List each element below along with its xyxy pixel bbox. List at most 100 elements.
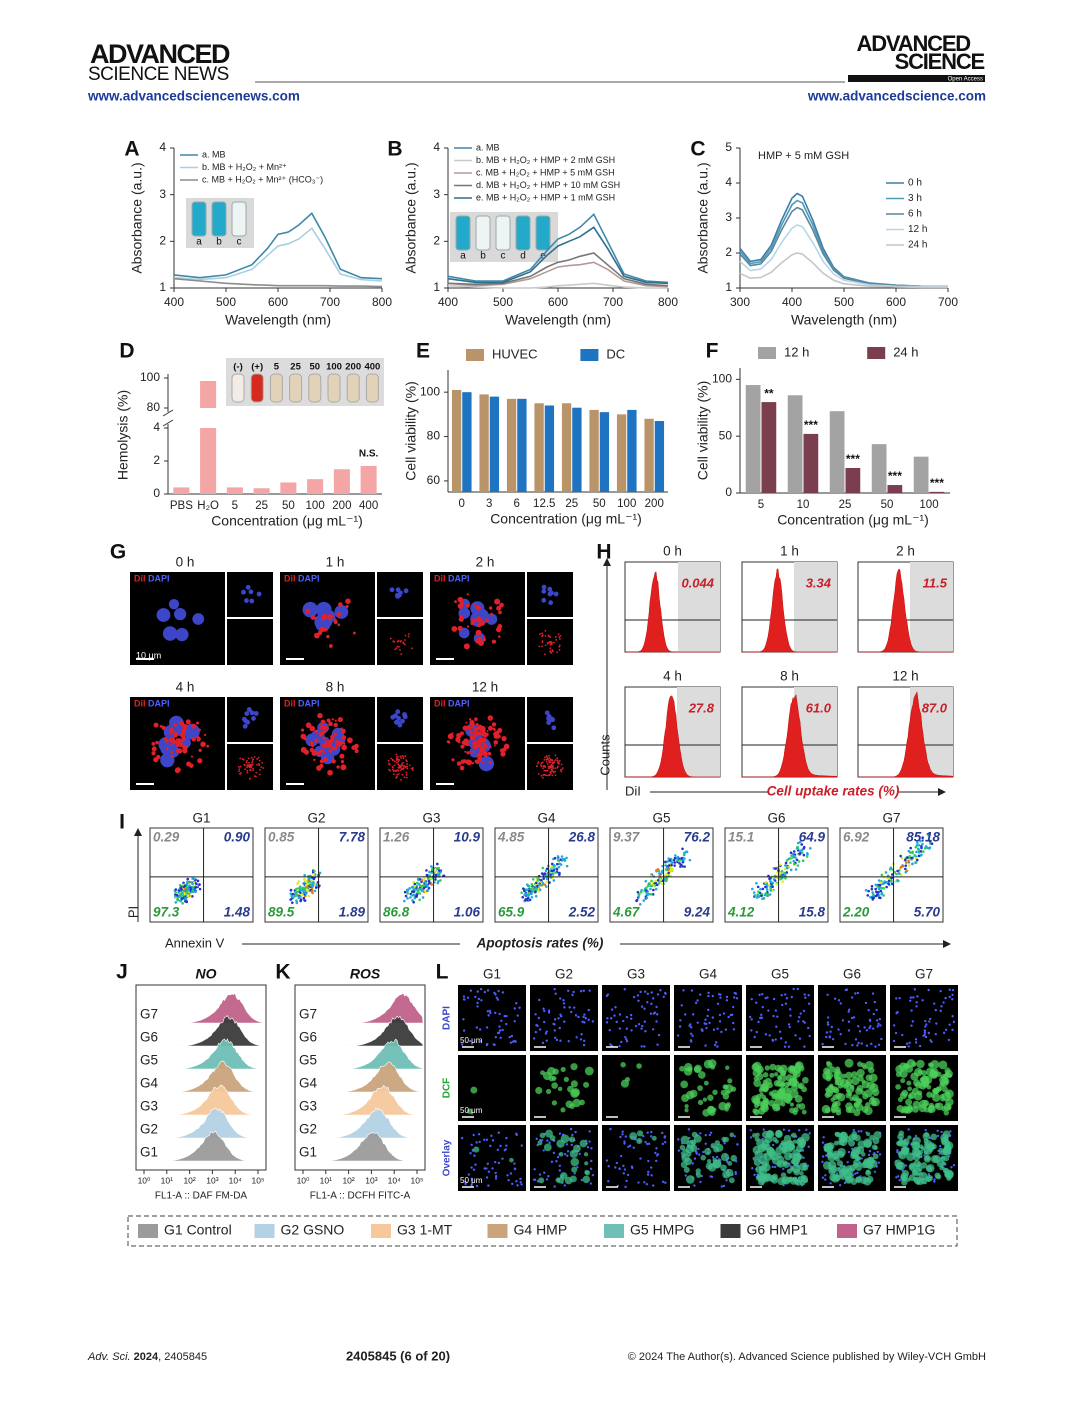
nucleus [875,1008,878,1012]
dil-spot [165,747,169,751]
nucleus [636,994,640,997]
dcf-spot [914,1081,922,1089]
event [896,879,899,882]
dcf-spot [756,1172,766,1181]
dil-spot-small [549,643,552,646]
dcf-spot [570,1080,578,1088]
event [296,882,299,885]
x-tick-label: 10² [342,1175,354,1185]
dcf-spot [545,1129,553,1138]
event [769,879,772,883]
nucleus [637,999,640,1002]
nucleus [807,1026,810,1030]
nucleus [573,1172,577,1175]
event [523,889,526,893]
dil-spot-small [562,767,564,770]
dil-spot [487,751,492,756]
dil-spot [310,615,316,620]
event [796,864,800,867]
nucleus [462,998,466,1001]
dil-spot [466,759,473,766]
event [917,850,921,854]
nucleus [545,1030,548,1033]
nucleus [563,1152,567,1156]
event [540,884,544,887]
nucleus [750,1018,753,1021]
dil-spot-small [552,762,555,765]
nucleus [733,996,736,999]
nucleus [615,1161,619,1165]
dcf-spot [822,1161,832,1170]
nucleus [462,1029,466,1032]
event [647,892,650,896]
event [869,895,872,899]
nucleus [918,1044,922,1048]
nucleus [854,992,857,995]
event [635,898,639,902]
nucleus [877,1022,880,1026]
nucleus [490,1134,493,1138]
nucleus [487,1184,490,1187]
event [418,898,421,902]
axis-label: Cell viability (%) [403,381,419,481]
nucleus [826,1023,830,1026]
nucleus-small [256,591,262,597]
dil-spot [478,617,483,621]
nucleus [767,1009,770,1012]
event [295,892,298,896]
dcf-spot [836,1160,844,1167]
nucleus [772,1014,775,1018]
event [904,864,908,867]
nucleus [640,1027,643,1030]
panel-letter: I [119,811,125,834]
nucleus [511,1040,515,1043]
dil-spot-small [541,632,543,635]
nucleus [583,1039,586,1042]
dil-spot [475,730,479,734]
event [898,872,901,875]
dcf-spot [780,1172,787,1178]
nucleus [921,999,924,1002]
event [880,886,884,890]
dcf-spot [862,1065,867,1070]
dil-spot-small [399,755,402,758]
dil-spot [322,736,326,740]
stain-label: DiI [434,573,446,583]
nucleus [499,1144,502,1148]
dcf-spot [920,1162,928,1169]
event [435,862,439,866]
nucleus [494,1175,498,1178]
dil-spot [462,725,468,731]
nucleus [845,988,849,991]
quadrant-ur: 26.8 [568,830,596,845]
event [534,881,538,885]
dcf-spot [768,1099,776,1107]
nucleus-small [403,588,409,594]
nucleus [860,1042,863,1045]
dil-spot-small [258,773,261,776]
nucleus [553,988,556,991]
event [177,889,181,892]
nucleus [654,1151,657,1155]
nucleus [803,1045,806,1048]
nucleus [462,1018,465,1021]
quadrant-ur: 85.18 [906,830,940,845]
nucleus [555,1038,559,1042]
dil-spot-small [538,645,541,648]
nucleus [826,1021,830,1024]
event [874,887,877,891]
event [877,887,881,891]
scale-label: 50 μm [460,1036,483,1045]
event [422,884,426,887]
event [651,893,655,896]
dil-spot-small [399,765,402,768]
dil-spot [491,639,497,644]
nucleus [590,1159,593,1163]
dil-spot-small [559,768,562,771]
dcf-spot [636,1137,643,1145]
dil-spot-small [240,772,243,774]
event [183,884,187,887]
event [658,872,661,875]
dil-spot-small [406,763,409,765]
inset-label: 100 [326,362,342,373]
